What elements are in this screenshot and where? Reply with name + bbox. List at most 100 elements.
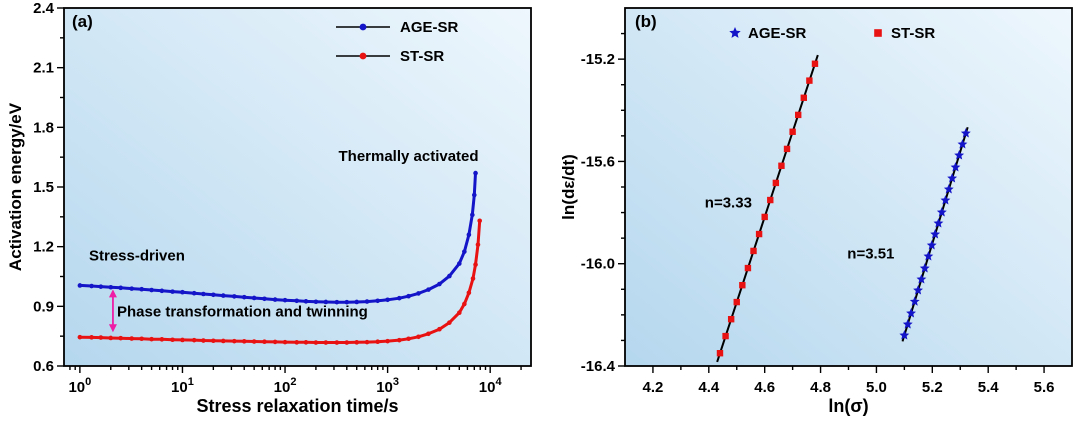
circle-marker: [108, 284, 114, 290]
panel-a-xaxis-title: Stress relaxation time/s: [196, 396, 399, 416]
star-marker: [954, 150, 965, 160]
legend-label: ST-SR: [891, 25, 935, 42]
panel-a-label: (a): [72, 12, 93, 31]
square-marker: [783, 145, 791, 153]
circle-marker: [470, 276, 476, 281]
square-marker: [811, 60, 819, 67]
circle-marker: [447, 320, 452, 325]
y-tick-label: -16.4: [581, 358, 616, 375]
x-tick-label: 5.6: [1034, 379, 1055, 396]
circle-marker: [359, 23, 367, 31]
star-marker: [899, 330, 910, 340]
series-age-sr: [899, 126, 971, 342]
circle-marker: [201, 338, 206, 343]
legend-label: AGE-SR: [400, 19, 459, 36]
circle-marker: [396, 337, 402, 343]
circle-marker: [139, 286, 144, 292]
circle-marker: [364, 339, 370, 345]
x-tick-label: 4.2: [643, 379, 664, 396]
star-marker: [923, 251, 934, 261]
circle-marker: [118, 335, 124, 341]
circle-marker: [149, 287, 154, 293]
circle-marker: [89, 335, 94, 340]
star-marker: [940, 195, 951, 205]
x-tick-label: 5.2: [922, 379, 943, 396]
fit-line: [716, 54, 819, 363]
circle-marker: [313, 299, 319, 305]
y-tick-label: 1.2: [33, 239, 54, 256]
panel-b-yaxis-title: ln(dε/dt): [559, 154, 578, 220]
square-marker: [733, 298, 740, 306]
circle-marker: [220, 293, 226, 298]
star-marker: [957, 139, 968, 149]
panel-a: 100 101 102 103 104 0.6 0.9 1.2 1.5 1.8 2.1 2.4 Ther…: [6, 0, 532, 416]
circle-marker: [231, 338, 237, 344]
plot-background: [625, 8, 1072, 366]
circle-marker: [139, 336, 144, 342]
circle-marker: [437, 281, 442, 287]
star-marker: [947, 173, 958, 183]
y-tick-label: 0.6: [33, 358, 54, 375]
star-marker: [926, 240, 937, 250]
circle-marker: [313, 340, 319, 345]
circle-marker: [466, 232, 472, 238]
star-marker: [919, 263, 930, 273]
circle-marker: [426, 287, 431, 292]
x-tick-label: 100: [68, 376, 91, 396]
circle-marker: [344, 299, 350, 305]
star-marker: [909, 296, 920, 306]
square-marker: [772, 179, 780, 187]
circle-marker: [471, 192, 477, 198]
square-marker: [755, 230, 763, 238]
star-marker: [930, 229, 941, 239]
annotation-text: Phase transformation and twinning: [117, 303, 368, 320]
circle-marker: [323, 340, 329, 345]
circle-marker: [262, 296, 267, 302]
circle-marker: [303, 299, 309, 304]
circle-marker: [354, 299, 360, 305]
star-marker: [933, 218, 944, 228]
circle-marker: [77, 334, 83, 340]
star-marker: [902, 319, 913, 329]
star-marker: [913, 285, 923, 295]
circle-marker: [437, 326, 442, 332]
x-tick-label: 5.4: [978, 379, 1000, 396]
legend-entry-st-sr: ST-SR: [336, 48, 444, 65]
circle-marker: [159, 288, 165, 294]
circle-marker: [375, 298, 380, 304]
square-marker: [795, 111, 802, 119]
circle-marker: [170, 289, 175, 294]
legend-entry-st-sr: ST-SR: [874, 25, 935, 42]
circle-marker: [89, 283, 94, 289]
panel-b-chart: 4.2 4.4 4.6 4.8 5.0 5.2 5.4 5.6 -16.4 -16.0 -15.6 -…: [581, 7, 1073, 396]
legend-entry-age-sr: AGE-SR: [729, 25, 807, 42]
circle-marker: [262, 339, 267, 345]
annotation-text: Stress-driven: [89, 248, 185, 265]
panel-a-chart: 100 101 102 103 104 0.6 0.9 1.2 1.5 1.8 2.1 2.4 Ther…: [33, 0, 532, 396]
star-marker: [943, 184, 954, 194]
circle-marker: [359, 52, 367, 60]
circle-marker: [375, 339, 380, 345]
circle-marker: [473, 262, 478, 267]
tick-labels: 4.2 4.4 4.6 4.8 5.0 5.2 5.4 5.6 -16.4 -16.0 -15.6 -…: [581, 51, 1055, 396]
circle-marker: [149, 336, 154, 342]
circle-marker: [385, 297, 390, 303]
square-marker: [767, 196, 774, 204]
circle-marker: [108, 335, 114, 341]
y-tick-label: 0.9: [33, 298, 54, 315]
circle-marker: [251, 339, 257, 344]
double-arrow: [108, 289, 117, 333]
star-marker: [916, 274, 927, 284]
square-marker: [750, 247, 757, 255]
circle-marker: [129, 336, 135, 341]
circle-marker: [294, 340, 300, 345]
circle-marker: [220, 338, 226, 344]
circle-marker: [447, 273, 452, 279]
circle-marker: [77, 283, 83, 288]
panel-b: 4.2 4.4 4.6 4.8 5.0 5.2 5.4 5.6 -16.4 -16.0 -15.6 -…: [545, 0, 1080, 432]
circle-marker: [406, 336, 411, 342]
circle-marker: [251, 295, 257, 301]
circle-marker: [241, 294, 247, 300]
square-marker: [789, 128, 796, 135]
x-tick-label: 5.0: [866, 379, 887, 396]
